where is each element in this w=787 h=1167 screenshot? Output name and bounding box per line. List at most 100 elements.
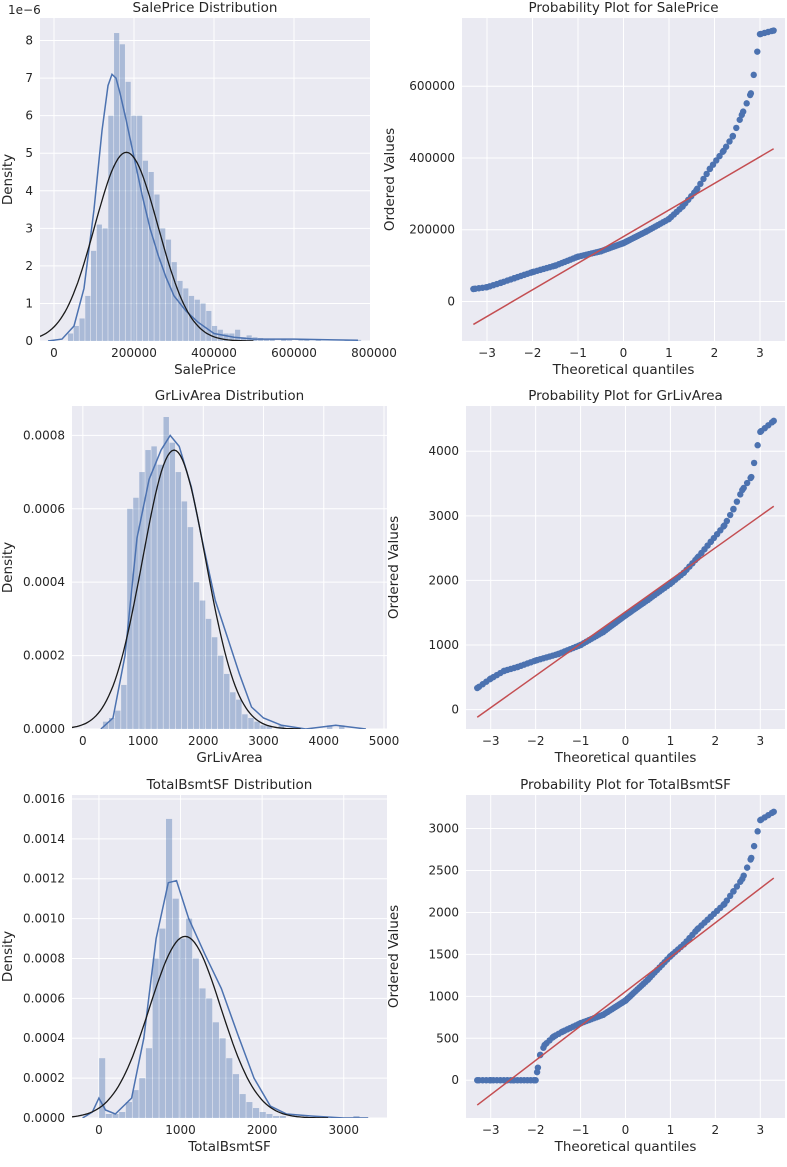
qq-point bbox=[700, 175, 707, 183]
qq-point bbox=[497, 279, 504, 287]
x-tick-label: −2 bbox=[527, 1123, 545, 1137]
y-tick-label: 0.0002 bbox=[23, 649, 65, 663]
histogram-bar bbox=[119, 44, 125, 341]
histogram-bar bbox=[279, 1116, 286, 1118]
histogram-bar bbox=[326, 725, 333, 729]
plot-background bbox=[72, 406, 387, 729]
y-tick-label: 1000 bbox=[428, 638, 459, 652]
qq-point bbox=[736, 116, 743, 123]
histogram-bar bbox=[114, 33, 120, 341]
qq-point bbox=[694, 926, 701, 933]
qq-point bbox=[757, 816, 764, 824]
histogram-bar bbox=[206, 310, 212, 341]
histogram-bar bbox=[278, 725, 284, 729]
subplot-2: −3 −2 −1 0 1 2 3 0 200000 400000 600000 Probability… bbox=[382, 0, 785, 378]
x-axis-label: TotalBsmtSF bbox=[187, 1139, 271, 1155]
x-tick-label: 1 bbox=[667, 1123, 675, 1137]
histogram-bar bbox=[194, 299, 200, 341]
qq-point bbox=[733, 124, 740, 132]
qq-point bbox=[599, 628, 607, 636]
x-tick-label: −3 bbox=[482, 734, 500, 748]
qq-point bbox=[748, 473, 755, 481]
histogram-bar bbox=[169, 442, 175, 729]
y-tick-label: 2500 bbox=[428, 864, 459, 878]
qq-point bbox=[726, 138, 733, 145]
x-tick-label: −1 bbox=[572, 1123, 590, 1137]
y-axis-label: Density bbox=[0, 542, 16, 593]
y-tick-label: 3000 bbox=[428, 822, 459, 836]
subplot-title: SalePrice Distribution bbox=[133, 0, 278, 16]
qq-point bbox=[770, 417, 777, 425]
histogram-bar bbox=[286, 340, 293, 341]
histogram-bar bbox=[91, 250, 97, 341]
qq-point bbox=[667, 580, 674, 587]
qq-point bbox=[748, 854, 755, 862]
x-tick-label: 2 bbox=[712, 734, 720, 748]
subplot-4: −3 −2 −1 0 1 2 3 0 1000 2000 3000 4000 Probability P… bbox=[386, 388, 785, 766]
x-tick-label: 2000 bbox=[188, 734, 219, 748]
x-tick-label: −3 bbox=[478, 346, 496, 360]
y-tick-label: 4000 bbox=[428, 444, 459, 458]
histogram-bar bbox=[177, 280, 183, 341]
y-tick-label: 0.0010 bbox=[23, 912, 65, 926]
normal-fit-curve bbox=[72, 935, 329, 1118]
y-axis-label: Ordered Values bbox=[382, 128, 398, 231]
x-tick-label: 1000 bbox=[165, 1123, 196, 1137]
qq-point bbox=[529, 268, 536, 276]
y-tick-label: 0.0008 bbox=[23, 951, 65, 965]
histogram-bar bbox=[115, 710, 121, 729]
y-tick-label: 0 bbox=[447, 295, 455, 309]
qq-point bbox=[574, 253, 582, 260]
qq-point bbox=[599, 1011, 607, 1019]
qq-point bbox=[726, 892, 734, 900]
x-tick-label: 0 bbox=[622, 1123, 630, 1137]
histogram-bar bbox=[160, 228, 166, 341]
subplot-title: GrLivArea Distribution bbox=[155, 388, 304, 404]
histogram-bar bbox=[186, 918, 193, 1118]
qq-point bbox=[534, 1064, 542, 1071]
qq-point bbox=[500, 667, 508, 675]
qq-point bbox=[474, 1077, 481, 1084]
histogram-bar bbox=[137, 115, 143, 341]
histogram-bar bbox=[125, 81, 131, 341]
histogram-bar bbox=[339, 725, 345, 729]
y-tick-label: 500 bbox=[436, 1031, 459, 1045]
y-tick-label: 0 bbox=[25, 334, 33, 348]
qq-point bbox=[750, 71, 757, 79]
histogram-bar bbox=[217, 655, 224, 729]
y-tick-label: 0.0002 bbox=[23, 1071, 65, 1085]
qq-point bbox=[644, 596, 652, 603]
y-tick-label: 5 bbox=[25, 146, 33, 160]
qq-point bbox=[730, 506, 737, 513]
histogram-bar bbox=[145, 1048, 153, 1118]
y-tick-label: 0.0000 bbox=[23, 1111, 65, 1125]
y-tick-label: 2000 bbox=[428, 905, 459, 919]
plot-marks bbox=[40, 33, 362, 341]
qq-point bbox=[739, 486, 746, 494]
histogram-bar bbox=[273, 1116, 280, 1118]
qq-point bbox=[754, 442, 761, 449]
qq-point bbox=[536, 1051, 544, 1059]
qq-point bbox=[470, 285, 477, 293]
x-tick-label: 3 bbox=[756, 346, 764, 360]
y-tick-label: 0.0012 bbox=[23, 872, 65, 886]
kde-curve bbox=[82, 879, 369, 1118]
histogram-bar bbox=[219, 1038, 226, 1118]
y-tick-label: 2000 bbox=[428, 573, 459, 587]
histogram-bar bbox=[193, 582, 200, 729]
qq-point bbox=[693, 187, 700, 194]
x-axis-label: Theoretical quantiles bbox=[554, 750, 697, 766]
histogram-bar bbox=[139, 1078, 146, 1118]
qq-point bbox=[487, 675, 494, 682]
subplot-1: 0 200000 400000 600000 800000 0 1 2 3 4 5 6 7 8 SalePr… bbox=[0, 0, 397, 378]
histogram-bar bbox=[281, 339, 287, 341]
histogram-bar bbox=[212, 1022, 219, 1118]
histogram-bar bbox=[239, 1094, 246, 1118]
x-tick-label: 3 bbox=[756, 734, 764, 748]
plot-marks bbox=[72, 818, 369, 1118]
x-tick-label: 3000 bbox=[328, 1123, 359, 1137]
y-tick-label: 0.0014 bbox=[23, 832, 65, 846]
y-offset-text: 1e−6 bbox=[8, 3, 41, 17]
qq-fit-line bbox=[476, 877, 775, 1106]
